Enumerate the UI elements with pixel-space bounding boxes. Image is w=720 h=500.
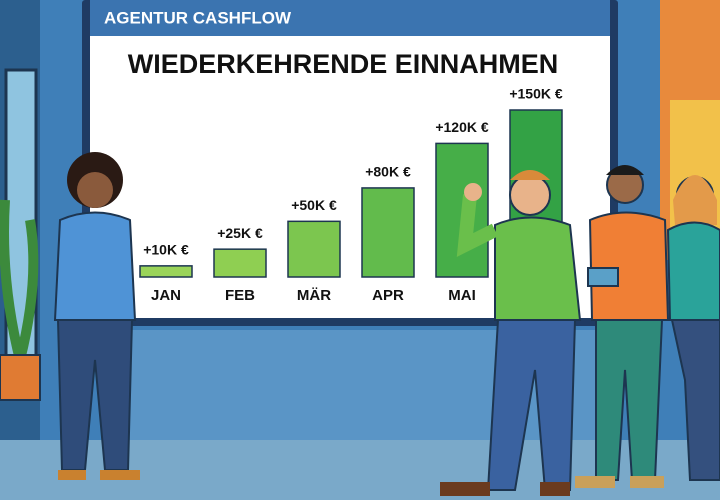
value-label: +10K € [143,242,189,258]
board-header [90,0,610,36]
bar [287,220,341,278]
person-right [666,175,720,481]
value-label: +25K € [217,225,263,241]
bar [139,265,193,278]
people [0,152,720,496]
board-label: AGENTUR CASHFLOW [104,8,292,27]
person-left [53,152,140,480]
value-label: +50K € [291,197,337,213]
value-label: +150K € [509,86,563,102]
bar [361,187,415,278]
x-tick-label: MÄR [297,287,331,304]
x-tick-label: FEB [225,287,255,304]
x-tick-label: MAI [448,287,476,304]
chart-title: WIEDERKEHRENDE EINNAHMEN [128,49,559,79]
x-tick-label: JAN [151,287,181,304]
value-label: +120K € [435,119,489,135]
value-label: +80K € [365,164,411,180]
plant [0,199,41,401]
person-cheering [440,170,582,496]
bar [213,248,267,278]
person-tablet [575,165,670,488]
x-tick-label: APR [372,287,404,304]
